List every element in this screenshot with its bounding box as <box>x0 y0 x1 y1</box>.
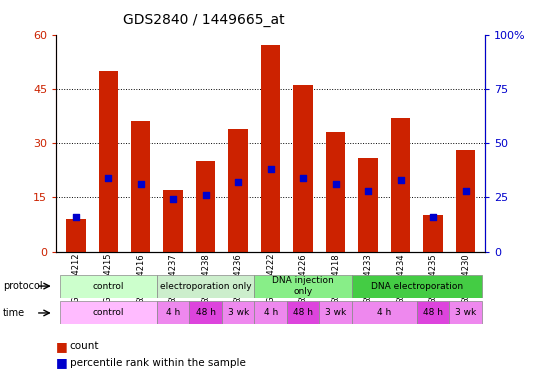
Text: ■: ■ <box>56 356 68 369</box>
Text: 3 wk: 3 wk <box>325 308 346 318</box>
Bar <box>228 129 248 252</box>
Bar <box>326 132 345 252</box>
Point <box>396 177 405 183</box>
Point <box>137 181 145 187</box>
Text: time: time <box>3 308 25 318</box>
Text: DNA electroporation: DNA electroporation <box>371 281 463 291</box>
Bar <box>352 301 417 324</box>
Point <box>429 214 437 220</box>
Point <box>234 179 242 185</box>
Bar <box>423 215 443 252</box>
Point <box>202 192 210 198</box>
Bar <box>157 301 189 324</box>
Text: percentile rank within the sample: percentile rank within the sample <box>70 358 245 368</box>
Bar <box>456 150 475 252</box>
Bar <box>417 301 449 324</box>
Text: GDS2840 / 1449665_at: GDS2840 / 1449665_at <box>123 13 285 27</box>
Bar <box>99 71 118 252</box>
Text: control: control <box>93 281 124 291</box>
Text: ■: ■ <box>56 340 68 353</box>
Bar <box>66 219 86 252</box>
Text: 4 h: 4 h <box>166 308 180 318</box>
Bar <box>293 85 313 252</box>
Bar <box>287 301 319 324</box>
Bar <box>222 301 255 324</box>
Bar <box>196 161 215 252</box>
Text: 48 h: 48 h <box>293 308 313 318</box>
Bar <box>319 301 352 324</box>
Point <box>104 175 113 181</box>
Text: protocol: protocol <box>3 281 42 291</box>
Bar <box>59 301 157 324</box>
Point <box>169 196 177 202</box>
Bar <box>261 45 280 252</box>
Point <box>331 181 340 187</box>
Bar <box>352 275 482 298</box>
Point <box>299 175 308 181</box>
Bar <box>255 275 352 298</box>
Point <box>71 214 80 220</box>
Text: 48 h: 48 h <box>196 308 215 318</box>
Point <box>364 188 373 194</box>
Text: electroporation only: electroporation only <box>160 281 251 291</box>
Text: 3 wk: 3 wk <box>228 308 249 318</box>
Text: DNA injection
only: DNA injection only <box>272 276 334 296</box>
Text: count: count <box>70 341 99 351</box>
Bar <box>359 157 378 252</box>
Bar <box>59 275 157 298</box>
Bar <box>449 301 482 324</box>
Text: 3 wk: 3 wk <box>455 308 476 318</box>
Text: 48 h: 48 h <box>423 308 443 318</box>
Bar <box>131 121 151 252</box>
Bar <box>391 118 411 252</box>
Point <box>461 188 470 194</box>
Bar <box>189 301 222 324</box>
Text: 4 h: 4 h <box>377 308 391 318</box>
Bar <box>163 190 183 252</box>
Bar <box>255 301 287 324</box>
Point <box>266 166 275 172</box>
Bar <box>157 275 255 298</box>
Text: control: control <box>93 308 124 318</box>
Text: 4 h: 4 h <box>264 308 278 318</box>
